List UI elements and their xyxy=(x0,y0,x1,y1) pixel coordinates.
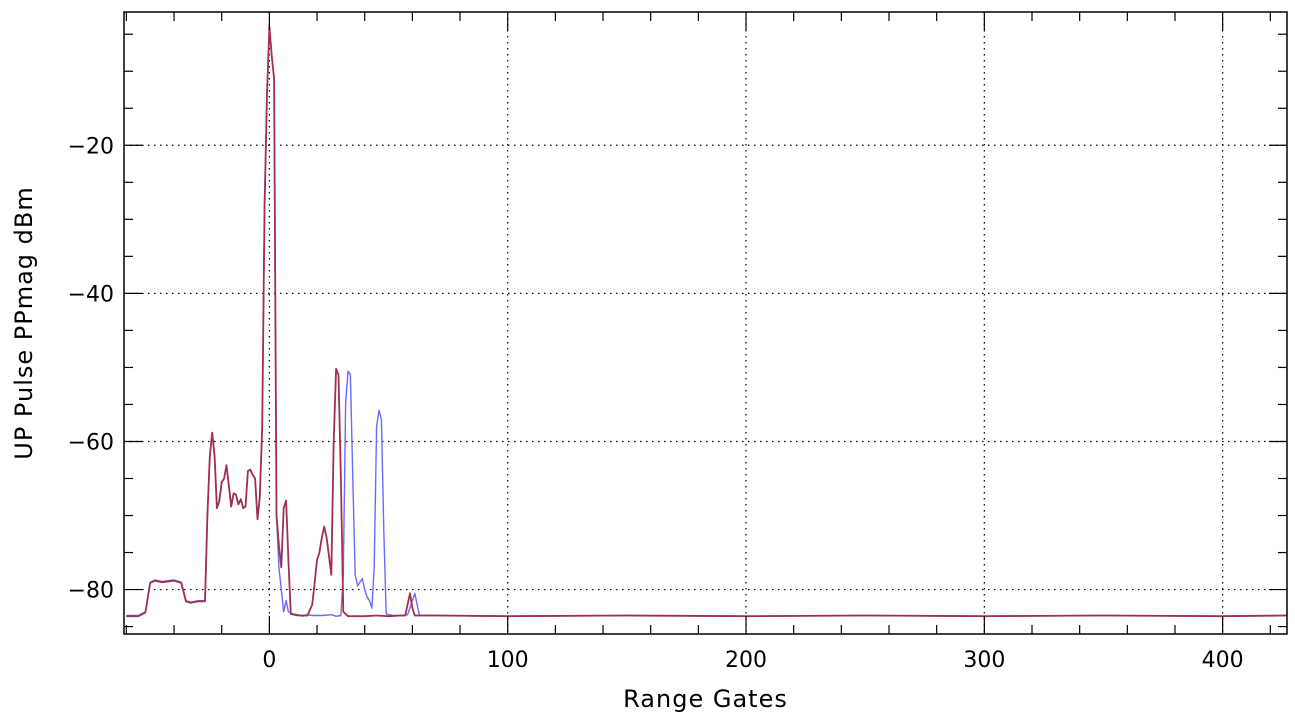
x-tick-label: 400 xyxy=(1202,648,1244,673)
ticks xyxy=(124,12,1287,634)
x-tick-label: 0 xyxy=(262,648,276,673)
y-tick-label: −60 xyxy=(68,430,114,455)
x-tick-label: 100 xyxy=(487,648,529,673)
series-line-1 xyxy=(126,29,1288,617)
y-tick-label: −40 xyxy=(68,282,114,307)
plot-frame xyxy=(123,11,1288,635)
x-tick-label: 300 xyxy=(963,648,1005,673)
tick-labels: 0 100 200 300 400 −80 −60 −40 −20 xyxy=(68,134,1244,673)
series-group xyxy=(126,25,1288,618)
series-line-2 xyxy=(126,25,1288,618)
x-tick-label: 200 xyxy=(725,648,767,673)
y-tick-label: −20 xyxy=(68,134,114,159)
y-tick-label: −80 xyxy=(68,579,114,604)
x-axis-label: Range Gates xyxy=(623,685,788,713)
y-axis-label: UP Pulse PPmag dBm xyxy=(10,186,38,459)
grid xyxy=(124,12,1287,634)
